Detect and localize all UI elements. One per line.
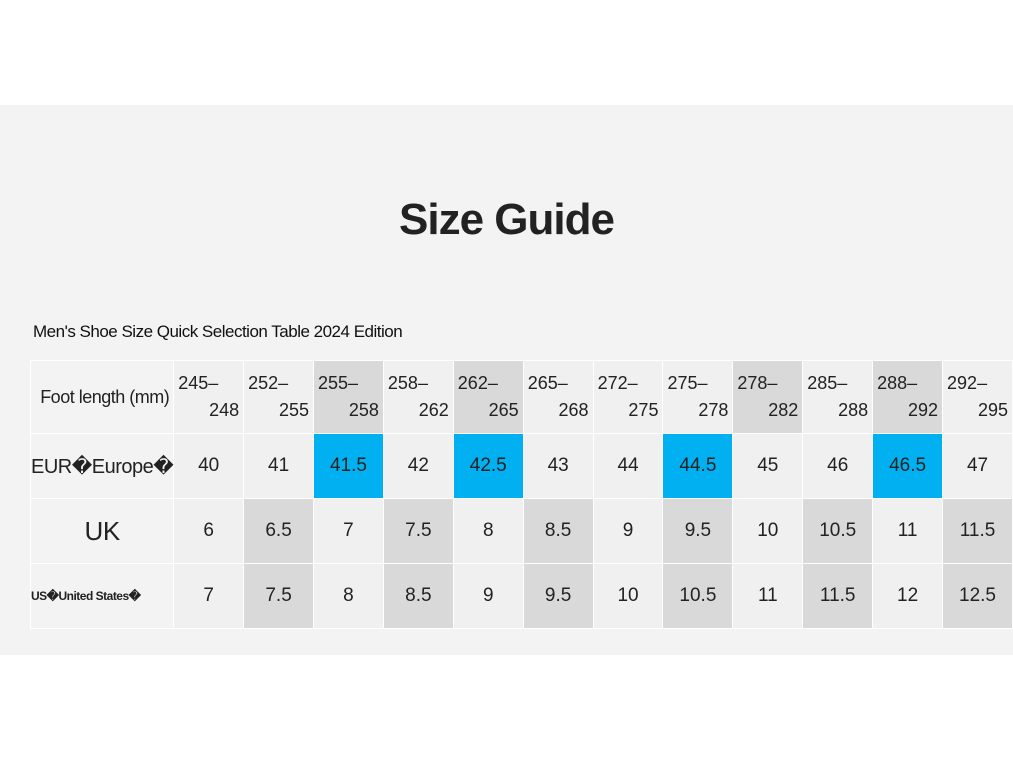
table-cell: 42.5 xyxy=(452,433,524,499)
table-cell: 10 xyxy=(732,498,804,564)
table-cell: 292–295 xyxy=(942,360,1013,434)
table-cell: 42 xyxy=(382,433,454,499)
row-label: UK xyxy=(29,498,175,564)
table-cell: 258–262 xyxy=(382,360,454,434)
table-cell: 44 xyxy=(592,433,664,499)
table-cell: 46 xyxy=(802,433,874,499)
table-cell: 288–292 xyxy=(872,360,944,434)
table-cell: 41 xyxy=(243,433,315,499)
table-cell: 12 xyxy=(872,563,944,629)
row-label: US�United States� xyxy=(29,563,175,629)
table-cell: 7 xyxy=(313,498,384,564)
table-row: Foot length (mm) 245–248 252–255 255–258 258… xyxy=(29,360,1013,434)
table-cell: 44.5 xyxy=(662,433,734,499)
table-cell: 252–255 xyxy=(243,360,315,434)
table-cell: 265–268 xyxy=(522,360,594,434)
row-label: Foot length (mm) xyxy=(29,360,175,434)
table-cell: 41.5 xyxy=(313,433,384,499)
table-cell: 262–265 xyxy=(452,360,524,434)
table-cell: 6 xyxy=(173,498,245,564)
table-cell: 8.5 xyxy=(382,563,454,629)
table-row: US�United States� 7 7.5 8 8.5 9 9.5 10 10.5 11 11.… xyxy=(29,563,1013,629)
table-cell: 8 xyxy=(313,563,384,629)
table-cell: 7.5 xyxy=(243,563,315,629)
table-cell: 7 xyxy=(173,563,245,629)
table-cell: 285–288 xyxy=(802,360,874,434)
title: Size Guide xyxy=(399,195,615,244)
table-cell: 10 xyxy=(592,563,664,629)
table-cell: 9.5 xyxy=(662,498,734,564)
table-cell: 11 xyxy=(732,563,804,629)
table-cell: 12.5 xyxy=(942,563,1013,629)
table-row: UK 6 6.5 7 7.5 8 8.5 9 9.5 10 10.5 11 11.5 xyxy=(29,498,1013,564)
table-cell: 9.5 xyxy=(522,563,594,629)
table-row: EUR�Europe� 40 41 41.5 42 42.5 43 44 44.5 45 46 46.… xyxy=(29,433,1013,499)
table-cell: 46.5 xyxy=(872,433,944,499)
table-cell: 10.5 xyxy=(802,498,874,564)
table-cell: 9 xyxy=(452,563,524,629)
subtitle: Men's Shoe Size Quick Selection Table 20… xyxy=(33,322,403,341)
table-cell: 11 xyxy=(872,498,944,564)
table-cell: 7.5 xyxy=(382,498,454,564)
table-cell: 278–282 xyxy=(732,360,804,434)
table-cell: 6.5 xyxy=(243,498,315,564)
size-table: Foot length (mm) 245–248 252–255 255–258 258… xyxy=(29,360,1013,629)
table-cell: 11.5 xyxy=(942,498,1013,564)
table-cell: 43 xyxy=(522,433,594,499)
table-cell: 45 xyxy=(732,433,804,499)
table-cell: 10.5 xyxy=(662,563,734,629)
table-cell: 272–275 xyxy=(592,360,664,434)
table-cell: 255–258 xyxy=(313,360,384,434)
table-cell: 9 xyxy=(592,498,664,564)
table-cell: 8.5 xyxy=(522,498,594,564)
table-cell: 8 xyxy=(452,498,524,564)
row-label: EUR�Europe� xyxy=(29,433,175,499)
table-cell: 275–278 xyxy=(662,360,734,434)
table-cell: 11.5 xyxy=(802,563,874,629)
panel: Size Guide Men's Shoe Size Quick Selecti… xyxy=(0,105,1013,655)
table-cell: 47 xyxy=(942,433,1013,499)
table-cell: 40 xyxy=(173,433,245,499)
table-cell: 245–248 xyxy=(173,360,245,434)
